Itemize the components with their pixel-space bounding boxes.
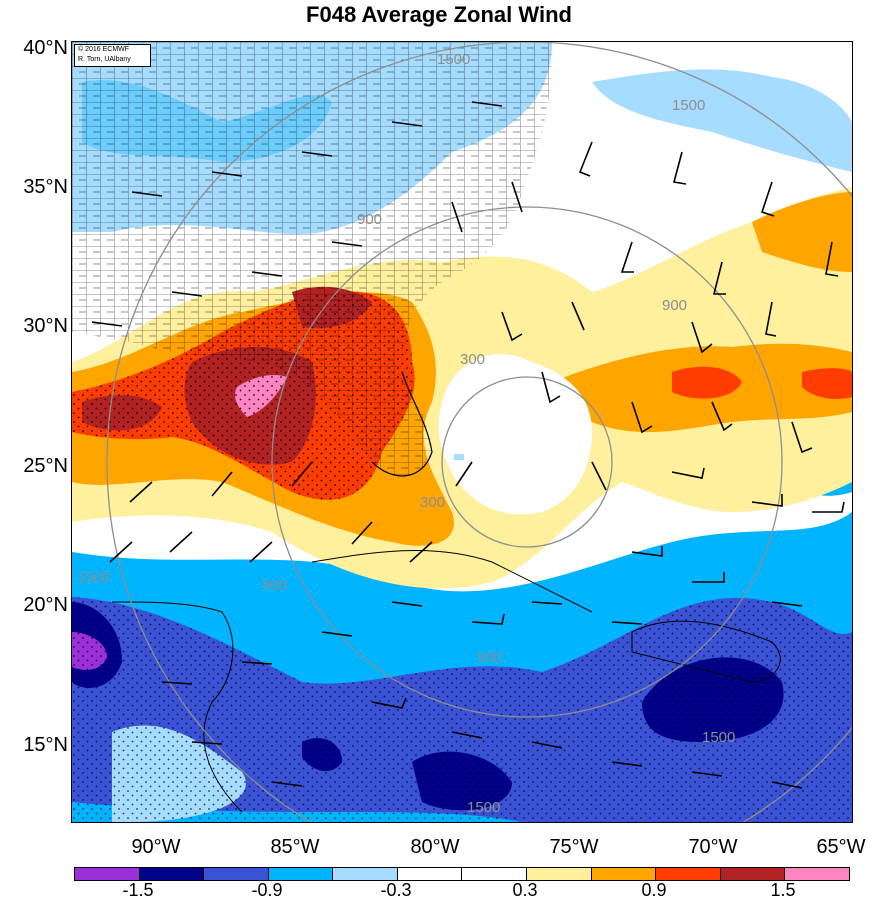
ring-label-900-sw: 900	[262, 577, 287, 594]
lat-label-25: 25°N	[23, 455, 68, 477]
ring-900	[271, 206, 783, 718]
lat-label-15: 15°N	[23, 734, 68, 756]
small-neg-blip	[454, 454, 464, 460]
ring-label-300-top: 300	[460, 351, 485, 368]
lat-label-40: 40°N	[23, 37, 68, 59]
ring-label-1500-se: 1500	[702, 729, 735, 746]
copyright-line-1: © 2016 ECMWF	[78, 46, 130, 53]
near-zero-core	[438, 354, 592, 515]
ring-label-900-s: 900	[477, 649, 502, 666]
neg-field-ne	[592, 69, 852, 172]
colorbar-swatch-8	[591, 868, 657, 880]
us-counties	[72, 42, 552, 476]
colorbar-swatch-9	[656, 868, 721, 880]
colorbar-swatch-5	[397, 868, 463, 880]
pos-field-orange-ne	[752, 192, 852, 272]
colorbar-swatch-2	[204, 868, 269, 880]
neg-stipple-south	[72, 597, 852, 822]
colorbar-label-3: 0.3	[512, 880, 538, 900]
colorbar-swatch-11	[785, 868, 849, 880]
colorbar-swatch-1	[139, 868, 205, 880]
colorbar-swatch-10	[720, 868, 786, 880]
colorbar-swatch-7	[527, 868, 592, 880]
chart-title: F048 Average Zonal Wind	[306, 2, 572, 27]
ring-label-1500-s: 1500	[467, 799, 500, 816]
ring-label-900-ne: 900	[662, 297, 687, 314]
range-rings	[106, 42, 852, 822]
florida-coast	[371, 371, 433, 477]
lon-label-75: 75°W	[549, 836, 599, 858]
lon-label-65: 65°W	[816, 836, 866, 858]
colorbar-swatch-4	[333, 868, 398, 880]
central-america-coast	[111, 601, 243, 813]
copyright-box: © 2016 ECMWF R. Torn, UAlbany	[74, 44, 151, 67]
colorbar-label-2: -0.3	[380, 880, 412, 900]
colorbar-swatch-6	[462, 868, 528, 880]
pos-field-red-east-1	[672, 366, 742, 399]
colorbar-label-1: -0.9	[251, 880, 283, 900]
map-panel: 300 300 900 900 900 900 1500 1500 1500 1…	[71, 41, 853, 823]
ring-label-1500-w: 1500	[77, 569, 110, 586]
lat-label-35: 35°N	[23, 176, 68, 198]
pos-field-red-east-2	[802, 368, 852, 399]
ring-label-300-left: 300	[420, 494, 445, 511]
lat-label-30: 30°N	[23, 315, 68, 337]
lat-label-20: 20°N	[23, 594, 68, 616]
colorbar-swatch-0	[75, 868, 140, 880]
lon-label-85: 85°W	[270, 836, 320, 858]
copyright-line-2: R. Torn, UAlbany	[78, 56, 131, 63]
ring-1500	[106, 42, 852, 822]
colorbar-label-0: -1.5	[122, 880, 154, 900]
colorbar	[74, 867, 850, 881]
ring-label-900-nw: 900	[357, 211, 382, 228]
lon-label-90: 90°W	[131, 836, 181, 858]
wind-barbs	[91, 101, 845, 789]
ring-label-1500-nw: 1500	[437, 51, 470, 68]
cuba-coast	[311, 549, 593, 613]
map-canvas: 300 300 900 900 900 900 1500 1500 1500 1…	[72, 42, 852, 822]
ring-300	[441, 376, 613, 548]
lon-label-70: 70°W	[688, 836, 738, 858]
colorbar-label-4: 0.9	[641, 880, 667, 900]
ring-label-1500-n: 1500	[672, 97, 705, 114]
hispaniola-coast	[631, 620, 781, 683]
lon-label-80: 80°W	[410, 836, 460, 858]
colorbar-swatch-3	[268, 868, 334, 880]
colorbar-label-5: 1.5	[770, 880, 796, 900]
